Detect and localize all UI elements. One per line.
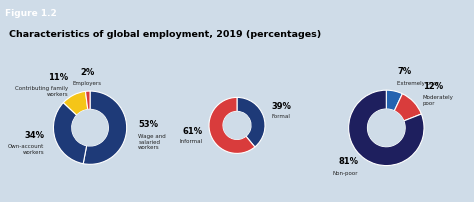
Text: Moderately
poor: Moderately poor [423, 95, 454, 106]
Text: Own-account
workers: Own-account workers [8, 144, 44, 155]
Text: 12%: 12% [423, 82, 443, 91]
Text: Figure 1.2: Figure 1.2 [5, 9, 56, 18]
Text: 2%: 2% [80, 67, 94, 77]
Wedge shape [85, 91, 90, 109]
Wedge shape [83, 91, 127, 164]
Circle shape [72, 109, 109, 146]
Text: 81%: 81% [338, 157, 358, 166]
Text: 34%: 34% [24, 131, 44, 140]
Wedge shape [64, 91, 88, 115]
Text: Non-poor: Non-poor [333, 170, 358, 176]
Wedge shape [237, 97, 265, 147]
Text: Contributing family
workers: Contributing family workers [15, 86, 68, 97]
Circle shape [223, 111, 251, 139]
Wedge shape [386, 90, 402, 111]
Text: Employers: Employers [73, 81, 101, 86]
Wedge shape [209, 97, 255, 153]
Wedge shape [348, 90, 424, 166]
Text: 53%: 53% [138, 120, 158, 129]
Text: 11%: 11% [48, 73, 68, 82]
Circle shape [367, 109, 405, 147]
Text: Characteristics of global employment, 2019 (percentages): Characteristics of global employment, 20… [9, 30, 322, 39]
Text: 61%: 61% [182, 127, 202, 136]
Text: Informal: Informal [179, 139, 202, 144]
Wedge shape [54, 103, 87, 164]
Wedge shape [394, 94, 421, 121]
Text: Extremely poor: Extremely poor [397, 81, 439, 86]
Text: 39%: 39% [272, 102, 292, 111]
Text: Wage and
salaried
workers: Wage and salaried workers [138, 134, 166, 150]
Text: Formal: Formal [272, 114, 291, 119]
Text: 7%: 7% [397, 67, 411, 76]
